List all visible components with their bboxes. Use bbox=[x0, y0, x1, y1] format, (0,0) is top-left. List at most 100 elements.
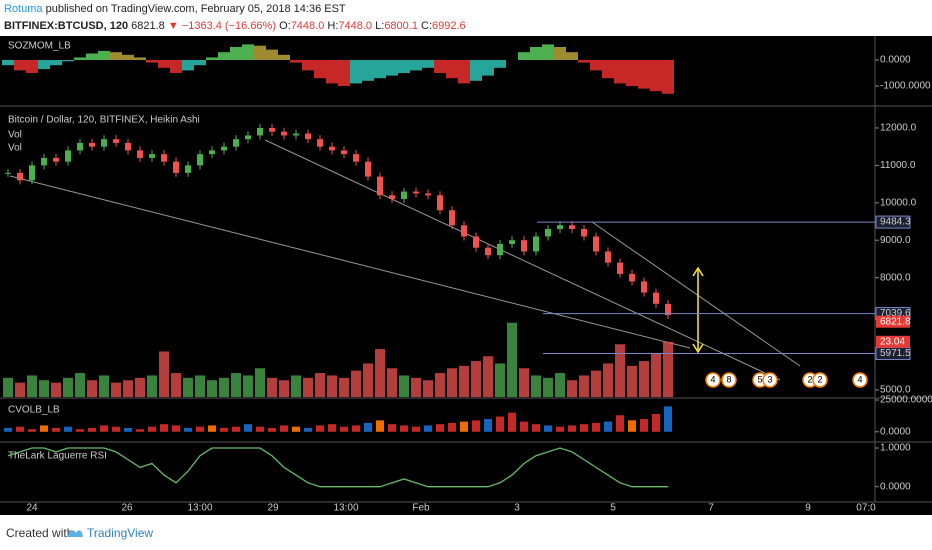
y-tick-label: 9000.0 bbox=[880, 235, 911, 246]
momentum-bar bbox=[458, 60, 470, 84]
candle bbox=[65, 150, 71, 162]
cvol-bar bbox=[76, 429, 84, 432]
candle bbox=[125, 142, 131, 151]
event-icon[interactable]: 2 bbox=[812, 372, 828, 388]
candle bbox=[41, 157, 47, 166]
cvol-bar bbox=[244, 424, 252, 432]
cvol-bar bbox=[352, 425, 360, 432]
momentum-bar bbox=[638, 60, 650, 89]
cvol-bar bbox=[436, 424, 444, 432]
cvol-bar bbox=[40, 425, 48, 432]
trend-line bbox=[9, 175, 691, 349]
cvol-bar bbox=[52, 427, 60, 432]
momentum-bar bbox=[650, 60, 662, 92]
volume-bar bbox=[219, 377, 229, 397]
candle bbox=[89, 142, 95, 147]
candle bbox=[401, 191, 407, 200]
candle bbox=[137, 150, 143, 158]
event-circle bbox=[705, 372, 721, 388]
candle bbox=[257, 127, 263, 136]
momentum-bar bbox=[602, 60, 614, 79]
chart: SOZMOM_LB 0.0000 -1000.0000 Bitcoin / Dolla… bbox=[0, 36, 932, 515]
momentum-bar bbox=[38, 60, 50, 70]
volume-bar bbox=[3, 377, 13, 397]
cvol-bar bbox=[184, 427, 192, 432]
volume-bar bbox=[591, 370, 601, 397]
momentum-bar bbox=[542, 44, 554, 61]
momentum-bar bbox=[338, 60, 350, 87]
candle bbox=[53, 157, 59, 162]
y-tick-label: 0.0000 bbox=[880, 426, 911, 437]
volume-bar bbox=[183, 377, 193, 397]
volume-bar bbox=[99, 375, 109, 397]
candle bbox=[653, 292, 659, 304]
brand[interactable]: TradingView bbox=[87, 526, 154, 540]
volume-bar bbox=[363, 363, 373, 397]
event-icon[interactable]: 3 bbox=[762, 372, 778, 388]
header: Rotuma published on TradingView.com, Feb… bbox=[0, 0, 932, 36]
volume-bar bbox=[195, 375, 205, 397]
momentum-bar bbox=[554, 46, 566, 61]
panel-title: Bitcoin / Dollar, 120, BITFINEX, Heikin … bbox=[8, 115, 200, 126]
legend-label: Vol bbox=[8, 143, 22, 154]
momentum-bar bbox=[326, 60, 338, 84]
cvol-bar bbox=[160, 424, 168, 432]
candle bbox=[329, 146, 335, 151]
volume-bar bbox=[615, 344, 625, 397]
cvol-bar bbox=[652, 413, 660, 432]
price-label: 6821.8 bbox=[880, 316, 911, 327]
arrow-heads bbox=[692, 266, 704, 354]
logo bbox=[67, 530, 83, 537]
cvol-bar bbox=[640, 419, 648, 432]
candle bbox=[149, 154, 155, 158]
cvol-bar bbox=[112, 426, 120, 432]
price: 6821.8 bbox=[131, 20, 165, 32]
x-tick-label: 07:0 bbox=[856, 503, 876, 514]
momentum-bar bbox=[74, 57, 86, 61]
volume-bar bbox=[543, 377, 553, 397]
momentum-bar bbox=[314, 60, 326, 79]
y-tick-label: 25000.0000 bbox=[880, 395, 932, 406]
volume-bar bbox=[315, 373, 325, 397]
candle bbox=[305, 133, 311, 140]
momentum-bar bbox=[62, 60, 74, 62]
candle bbox=[641, 281, 647, 293]
cvol-bar bbox=[304, 427, 312, 432]
momentum-bar bbox=[134, 57, 146, 61]
ohlc-value: 7448.0 bbox=[290, 20, 325, 32]
cvol-bar bbox=[136, 429, 144, 432]
volume-bar bbox=[651, 353, 661, 397]
momentum-bar bbox=[242, 44, 254, 61]
event-count: 2 bbox=[817, 374, 822, 384]
candle bbox=[461, 225, 467, 237]
candle bbox=[389, 195, 395, 200]
event-icon[interactable]: 4 bbox=[705, 372, 721, 388]
volume-bar bbox=[39, 380, 49, 397]
momentum-bar bbox=[86, 53, 98, 61]
price-tag bbox=[876, 315, 910, 328]
event-icon[interactable]: 4 bbox=[852, 372, 868, 388]
candle bbox=[341, 150, 347, 155]
event-icon[interactable]: 8 bbox=[721, 372, 737, 388]
cvol-bar bbox=[616, 415, 624, 432]
y-tick-label: 12000.0 bbox=[880, 123, 917, 134]
volume-bar bbox=[387, 368, 397, 397]
volume-bar bbox=[231, 373, 241, 397]
symbol: BITFINEX:BTCUSD, 120 bbox=[4, 20, 129, 32]
volume-bar bbox=[579, 375, 589, 397]
cvol-bar bbox=[268, 427, 276, 432]
cvol-bar bbox=[508, 412, 516, 432]
author[interactable]: Rotuma bbox=[4, 3, 43, 15]
volume-bar bbox=[447, 368, 457, 397]
cvol-bar bbox=[316, 425, 324, 432]
cvol-bar bbox=[556, 426, 564, 432]
event-circle bbox=[762, 372, 778, 388]
volume-bar bbox=[411, 377, 421, 397]
cvol-bar bbox=[496, 416, 504, 432]
cvol-bar bbox=[568, 425, 576, 432]
x-tick-label: 29 bbox=[267, 503, 279, 514]
candle bbox=[557, 225, 563, 229]
volume-bar bbox=[519, 368, 529, 397]
y-tick-label: 1.0000 bbox=[880, 443, 911, 454]
momentum-bar bbox=[50, 60, 62, 66]
